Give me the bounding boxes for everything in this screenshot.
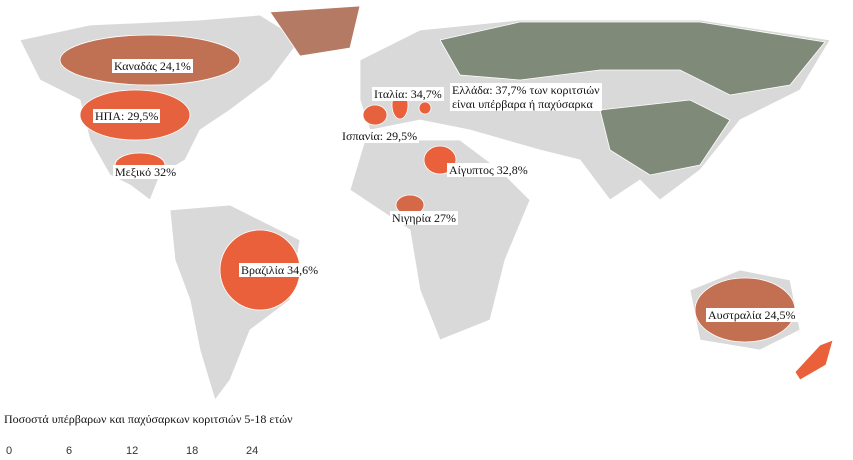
country-label: Ελλάδα: 37,7% των κοριτσιών είναι υπέρβαρ… bbox=[450, 83, 602, 111]
label-line: είναι υπέρβαρα ή παχύσαρκα bbox=[452, 97, 593, 111]
legend-tick-label: 24 bbox=[246, 445, 259, 457]
label-line: Ελλάδα: 37,7% των κοριτσιών bbox=[452, 83, 600, 97]
country-label: Βραζιλία 34,6% bbox=[239, 263, 321, 277]
legend-tick-label: 6 bbox=[66, 445, 73, 457]
new-zealand bbox=[794, 339, 834, 381]
legend: Ποσοστά υπέρβαρων και παχύσαρκων κοριτσι… bbox=[0, 409, 315, 460]
legend-tick-label: 0 bbox=[6, 445, 13, 457]
country-label: Μεξικό 32% bbox=[113, 165, 179, 179]
country-label: Νιγηρία 27% bbox=[390, 211, 458, 225]
legend-tick-label: 18 bbox=[186, 445, 199, 457]
legend-tick-label: 12 bbox=[126, 445, 139, 457]
country-label: ΗΠΑ: 29,5% bbox=[93, 109, 161, 123]
country-label: Ισπανία: 29,5% bbox=[340, 129, 420, 143]
country-label: Αίγυπτος 32,8% bbox=[447, 163, 530, 177]
country-label: Αυστραλία 24,5% bbox=[706, 308, 798, 322]
country-label: Ιταλία: 34,7% bbox=[372, 87, 444, 101]
legend-title: Ποσοστά υπέρβαρων και παχύσαρκων κοριτσι… bbox=[4, 412, 293, 426]
country-shape bbox=[418, 101, 432, 115]
country-label: Καναδάς 24,1% bbox=[112, 59, 193, 73]
russia bbox=[439, 21, 826, 96]
country-shape bbox=[362, 104, 388, 126]
greenland bbox=[269, 5, 361, 57]
china bbox=[599, 99, 731, 176]
